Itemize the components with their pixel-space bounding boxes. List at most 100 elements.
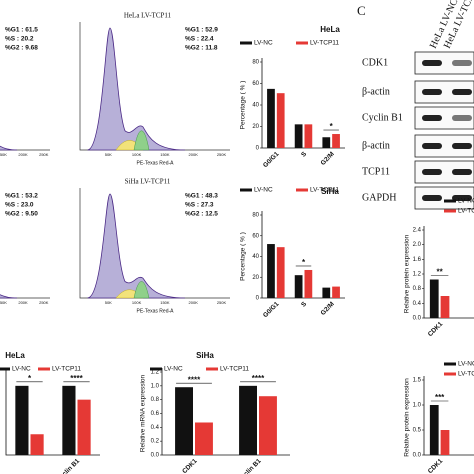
legend-swatch <box>0 367 10 371</box>
blot-frame <box>414 186 474 210</box>
band <box>452 115 472 121</box>
significance: *** <box>435 393 445 402</box>
band <box>452 89 472 95</box>
flow-tick: 100K <box>132 152 142 157</box>
blot-row-label: CDK1 <box>362 57 388 68</box>
flow-stat: %S : 22.4 <box>185 36 214 43</box>
chart-title: SiHa <box>196 351 214 360</box>
bar <box>429 405 439 455</box>
flow-title: SiHa LV-TCP11 <box>125 178 171 186</box>
chart-title: HeLa <box>320 25 340 34</box>
flow-stat: %G1 : 52.9 <box>185 27 218 34</box>
y-tick-label: 20 <box>252 124 259 130</box>
flow-stat: %G1 : 61.5 <box>5 27 38 34</box>
band <box>452 143 472 149</box>
bar <box>440 296 450 318</box>
y-tick-label: 0.2 <box>151 439 160 445</box>
y-tick-label: 80 <box>252 213 259 219</box>
legend-label: LV-NC <box>12 366 31 373</box>
blot-row-label: Cyclin B1 <box>362 112 403 123</box>
y-tick-label: 1.0 <box>413 403 422 409</box>
blot-frame <box>414 80 474 104</box>
y-tick-label: 0 <box>256 296 260 302</box>
bar <box>322 287 331 298</box>
chart-title: SiHa <box>321 187 339 196</box>
bar <box>304 269 313 298</box>
band <box>422 143 442 149</box>
legend-swatch <box>296 188 308 192</box>
y-tick-label: 1.2 <box>413 272 422 278</box>
legend-label: LV-NC <box>458 198 474 205</box>
flow-tick: 200K <box>189 300 199 305</box>
y-tick-label: 2.4 <box>413 228 422 234</box>
flow-tick: 250K <box>39 300 49 305</box>
blot-frame <box>414 51 474 75</box>
y-tick-label: 0.0 <box>413 316 422 322</box>
y-tick-label: 60 <box>252 233 259 239</box>
flow-stat: %G2 : 9.68 <box>5 45 38 52</box>
y-tick-label: 1.2 <box>151 370 160 376</box>
flow-title: HeLa LV-TCP11 <box>124 12 172 20</box>
histogram <box>87 27 186 151</box>
y-tick-label: 60 <box>252 81 259 87</box>
bar <box>267 244 275 298</box>
flow-stat: %S : 27.3 <box>185 202 214 209</box>
legend-swatch <box>38 367 50 371</box>
y-tick-label: 0.0 <box>413 453 422 459</box>
significance: * <box>28 374 32 383</box>
y-tick-label: 40 <box>252 254 259 260</box>
flow-stat: %G2 : 12.5 <box>185 211 218 218</box>
y-tick-label: 80 <box>252 60 259 66</box>
y-tick-label: 0.0 <box>151 453 160 459</box>
legend-swatch <box>444 209 456 213</box>
legend-swatch <box>150 367 162 371</box>
y-tick-label: 0 <box>256 146 260 152</box>
significance: ** <box>437 268 444 277</box>
y-tick-label: 1.5 <box>413 378 422 384</box>
band <box>452 169 472 175</box>
legend-label: LV-NC <box>164 366 183 373</box>
y-tick-label: 20 <box>252 275 259 281</box>
g2-fit <box>133 130 150 151</box>
bar <box>322 137 331 148</box>
panel-label: C <box>357 3 366 18</box>
histogram <box>0 145 18 151</box>
legend-label: LV-TCP11 <box>310 187 339 194</box>
flow-stat: %G1 : 48.3 <box>185 193 218 200</box>
y-tick-label: 0.5 <box>413 428 422 434</box>
legend-label: LV-TCP11 <box>310 40 339 47</box>
chart-title: HeLa <box>5 351 25 360</box>
bar <box>175 387 193 455</box>
band <box>452 60 472 66</box>
blot-row-label: β-actin <box>362 140 390 151</box>
band <box>422 169 442 175</box>
legend-label: LV-TCP11 <box>458 371 474 378</box>
flow-tick: 100K <box>132 300 142 305</box>
legend-swatch <box>296 41 308 45</box>
bar <box>429 279 439 318</box>
flow-tick: 200K <box>18 152 28 157</box>
legend-swatch <box>444 362 456 366</box>
bar <box>276 93 285 148</box>
legend-swatch <box>240 188 252 192</box>
significance: **** <box>188 375 201 384</box>
bar <box>304 124 313 148</box>
y-tick-label: 0.4 <box>413 301 422 307</box>
bar <box>239 385 257 455</box>
bar <box>294 124 303 148</box>
blot-row-label: β-actin <box>362 86 390 97</box>
flow-tick: 150K <box>160 152 170 157</box>
flow-tick: 200K <box>18 300 28 305</box>
x-tick-label: S <box>300 150 308 158</box>
legend-label: LV-TCP11 <box>458 208 474 215</box>
bar <box>259 396 277 455</box>
x-tick-label: S <box>300 300 308 308</box>
band <box>422 89 442 95</box>
y-axis-label: Relative mRNA expression <box>140 374 147 452</box>
histogram <box>87 193 186 299</box>
y-axis-label: Percentage ( % ) <box>240 81 247 130</box>
flow-tick: 50K <box>105 152 112 157</box>
